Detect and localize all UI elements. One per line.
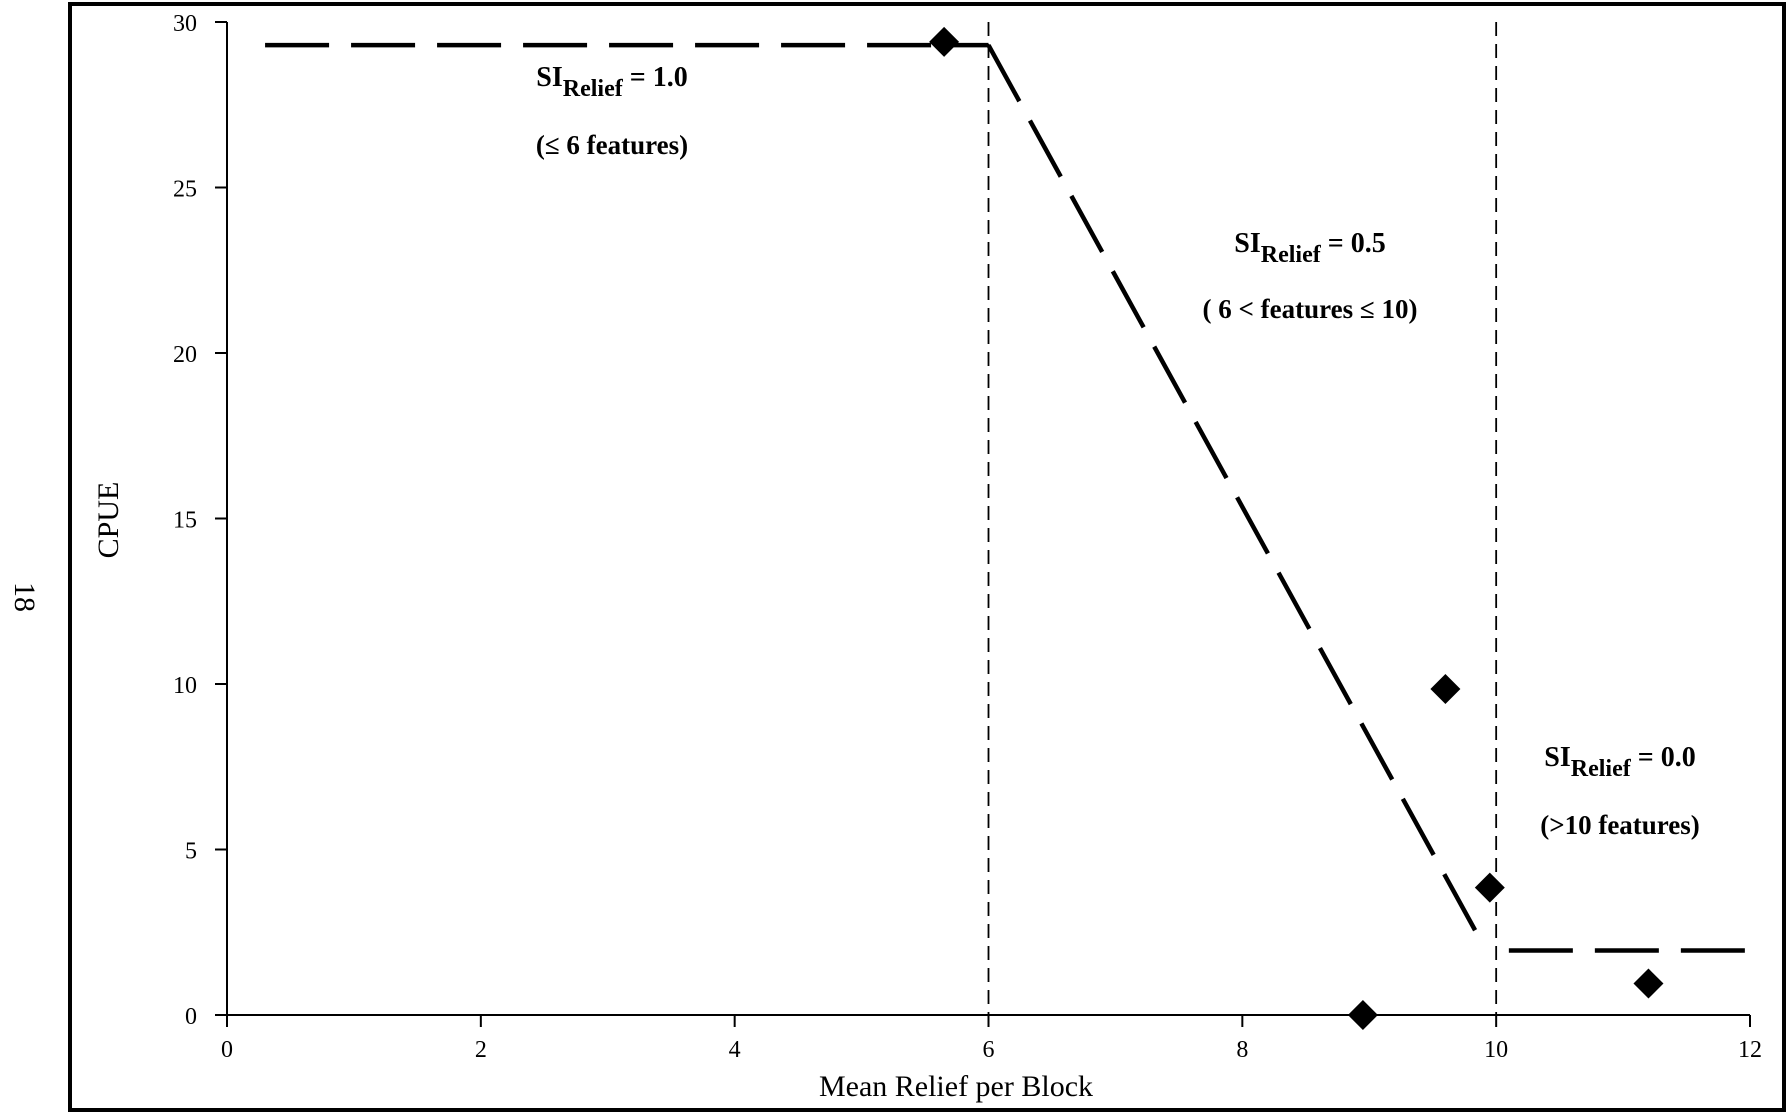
data-point [929,26,960,57]
annotation-title: SIRelief = 0.5 [1234,228,1385,268]
y-axis-label: CPUE [92,482,125,559]
y-tick-label: 10 [173,673,197,699]
annotation-range: (>10 features) [1540,810,1700,840]
x-tick-label: 12 [1738,1037,1762,1063]
fit-segment [986,44,1486,947]
data-point [1633,968,1664,999]
x-tick-label: 8 [1236,1037,1248,1063]
data-point [1347,1000,1378,1030]
data-point [1430,673,1461,704]
y-tick-label: 30 [173,11,197,37]
y-tick-label: 15 [173,508,197,534]
figure-frame [68,2,1786,1112]
x-tick-label: 2 [475,1037,487,1063]
y-tick-label: 5 [185,839,197,865]
x-tick-label: 6 [983,1037,995,1063]
annotation-range: (≤ 6 features) [536,130,688,160]
x-tick-label: 0 [221,1037,233,1063]
x-tick-label: 4 [729,1037,741,1063]
x-tick-label: 10 [1484,1037,1508,1063]
y-tick-label: 0 [185,1004,197,1030]
annotation-title: SIRelief = 0.0 [1544,742,1695,782]
annotation-title: SIRelief = 1.0 [536,62,687,102]
y-tick-label: 20 [173,342,197,368]
annotation-range: ( 6 < features ≤ 10) [1203,294,1418,324]
x-axis-label: Mean Relief per Block [819,1070,1093,1103]
y-tick-label: 25 [173,177,197,203]
data-point [1474,872,1505,903]
